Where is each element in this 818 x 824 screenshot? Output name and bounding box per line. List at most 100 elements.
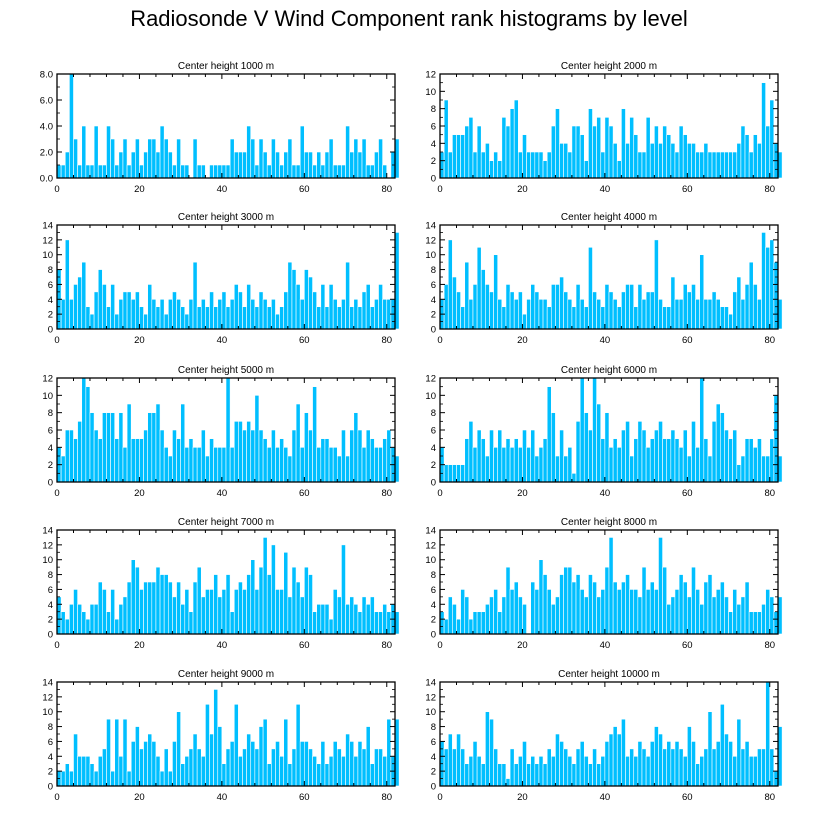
histogram-bar	[167, 581, 173, 635]
histogram-bar	[538, 755, 544, 787]
histogram-bar	[118, 755, 124, 787]
x-tick-label: 40	[217, 184, 228, 195]
histogram-bar	[336, 306, 342, 330]
histogram-bar	[616, 306, 622, 330]
histogram-bar	[266, 164, 272, 179]
histogram-bar	[238, 581, 243, 635]
histogram-bar	[167, 151, 173, 179]
histogram-bar	[382, 438, 388, 483]
histogram-bar	[476, 429, 482, 483]
histogram-bar	[460, 306, 466, 330]
x-tick-label: 0	[437, 640, 442, 651]
histogram-bar	[682, 581, 688, 635]
x-tick-label: 40	[217, 335, 228, 346]
histogram-bar	[365, 603, 371, 635]
y-tick-label: 2	[48, 767, 53, 778]
histogram-bar	[130, 298, 136, 330]
histogram-bar	[550, 603, 556, 635]
histogram-bar	[472, 611, 478, 635]
histogram-bar	[345, 261, 350, 330]
histogram-bar	[188, 298, 194, 330]
histogram-bar	[254, 395, 260, 483]
x-tick-label: 60	[299, 792, 310, 803]
histogram-bar	[151, 412, 157, 483]
histogram-bar	[501, 306, 507, 330]
histogram-bar	[213, 689, 219, 787]
histogram-bar	[674, 151, 680, 179]
histogram-bar	[707, 574, 713, 635]
histogram-bar	[678, 748, 684, 787]
y-tick-label: 8	[48, 408, 53, 419]
histogram-bar	[740, 748, 746, 787]
histogram-bar	[271, 429, 276, 483]
histogram-bar	[670, 429, 676, 483]
histogram-bar	[583, 412, 589, 483]
histogram-bar	[633, 438, 639, 483]
histogram-bar	[328, 755, 334, 787]
histogram-bar	[225, 164, 231, 179]
histogram-bar	[69, 603, 74, 635]
histogram-bar	[769, 438, 775, 483]
histogram-bar	[147, 284, 153, 330]
histogram-bar	[258, 726, 264, 787]
histogram-bar	[304, 741, 309, 787]
histogram-bar	[308, 276, 313, 330]
y-tick-label: 12	[42, 692, 53, 703]
histogram-bar	[332, 447, 338, 483]
histogram-bar	[287, 596, 293, 635]
histogram-bar	[246, 733, 252, 787]
x-tick-label: 60	[299, 488, 310, 499]
histogram-bar	[480, 269, 486, 330]
histogram-bar	[509, 589, 515, 635]
histogram-bar	[324, 438, 330, 483]
histogram-bar	[637, 151, 643, 179]
histogram-bar	[616, 589, 622, 635]
x-tick-label: 40	[217, 488, 228, 499]
histogram-bar	[740, 455, 746, 483]
y-tick-label: 6	[48, 737, 53, 748]
histogram-bar	[526, 763, 531, 787]
histogram-bar	[369, 763, 375, 787]
histogram-bar	[732, 589, 738, 635]
histogram-bar	[765, 681, 771, 787]
histogram-bar	[596, 298, 602, 330]
histogram-bar	[501, 763, 507, 787]
histogram-bar	[476, 755, 482, 787]
histogram-bar	[464, 763, 470, 787]
histogram-bar	[217, 447, 223, 483]
histogram-bar	[184, 164, 190, 179]
histogram-bar	[73, 589, 78, 635]
x-tick-label: 80	[381, 488, 392, 499]
histogram-bar	[205, 703, 210, 787]
histogram-bar	[254, 589, 260, 635]
histogram-bar	[736, 464, 742, 483]
histogram-bar	[757, 748, 762, 787]
histogram-bar	[464, 438, 470, 483]
histogram-bar	[464, 125, 470, 179]
histogram-bar	[139, 306, 144, 330]
histogram-bar	[287, 763, 293, 787]
histogram-bar	[205, 589, 210, 635]
histogram-bar	[102, 164, 107, 179]
y-tick-label: 12	[42, 540, 53, 551]
histogram-bar	[724, 151, 729, 179]
y-tick-label: 2	[48, 615, 53, 626]
histogram-bar	[200, 596, 206, 635]
histogram-bar	[612, 143, 618, 179]
histogram-bar	[200, 298, 206, 330]
histogram-bar	[695, 298, 700, 330]
histogram-bar	[546, 151, 552, 179]
histogram-bar	[654, 429, 659, 483]
histogram-bar	[592, 581, 597, 635]
histogram-bar	[765, 125, 771, 179]
y-tick-label: 10	[42, 707, 53, 718]
histogram-bar	[316, 447, 322, 483]
histogram-bar	[691, 421, 696, 483]
histogram-bar	[583, 160, 589, 179]
histogram-bar	[196, 566, 202, 635]
histogram-bar	[130, 438, 136, 483]
histogram-bar	[468, 755, 474, 787]
histogram-bar	[736, 276, 742, 330]
histogram-bar	[188, 611, 194, 635]
histogram-bar	[604, 741, 610, 787]
